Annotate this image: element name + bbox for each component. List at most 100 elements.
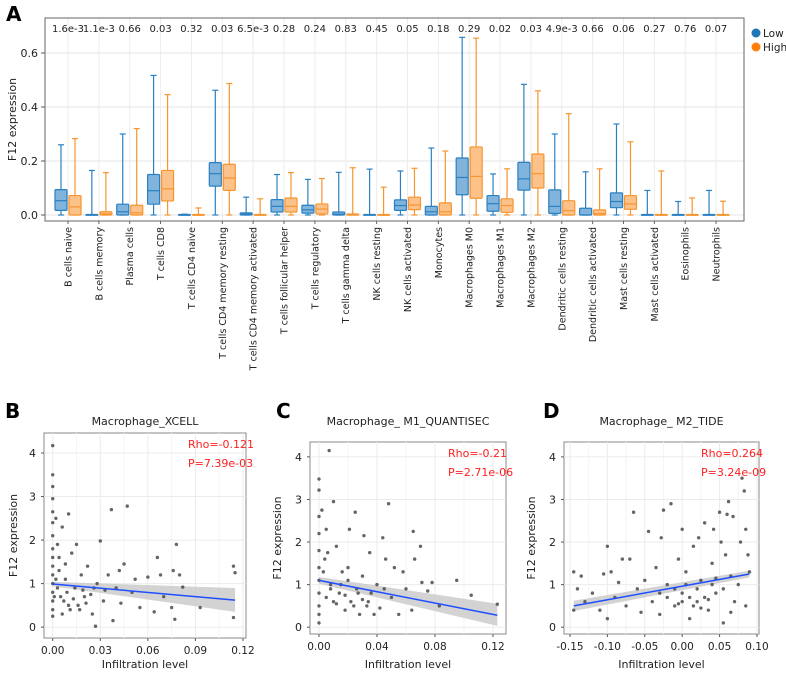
box-high [284,172,298,216]
data-point [331,599,336,604]
data-point [744,527,748,531]
data-point [702,521,707,525]
data-point [337,591,341,595]
data-point [111,618,115,623]
box-iqr [160,169,175,202]
legend-marker-high [751,42,761,52]
data-point [706,608,711,612]
data-point [162,594,166,599]
box-iqr [116,203,130,216]
x-tick-label: 0.04 [365,641,389,653]
data-point [324,595,328,600]
p-value-label: 0.03 [520,24,542,35]
data-point [54,577,58,581]
data-point [328,587,333,591]
data-point [711,527,716,531]
p-value-label: 0.24 [304,24,326,35]
confidence-band [573,570,750,612]
data-point [51,590,55,594]
data-point [169,605,174,610]
data-point [51,564,55,568]
data-point [346,578,350,583]
data-point [646,529,651,534]
category-label: T cells CD4 memory resting [218,227,229,360]
data-point [76,603,80,608]
data-point [714,576,718,580]
x-tick-label: 0.08 [423,641,446,653]
category-label: B cells memory [94,227,105,301]
data-point [325,550,330,555]
box-low [393,170,408,216]
box-low [486,173,500,216]
data-point [410,608,414,612]
box-high [623,141,638,216]
data-point [352,604,356,608]
data-point [63,562,68,566]
data-point [624,604,628,608]
data-point [706,597,711,602]
category-label: Plasma cells [125,227,136,286]
data-point [680,591,684,595]
data-point [469,593,473,597]
category-label: T cells CD4 naive [187,227,198,310]
y-tick-label: 2 [295,536,302,549]
panel-label-a: A [6,2,22,26]
p-value-label: 1.6e-3 [52,24,84,35]
data-point [321,570,326,574]
data-point [366,599,370,604]
y-axis-label: F12 expression [271,496,284,579]
data-point [699,606,703,610]
box-low [548,133,562,216]
data-point [82,594,87,599]
data-point [331,499,336,504]
legend-label-high: High [763,42,786,54]
data-point [699,578,703,583]
data-point [323,557,327,561]
data-point [317,612,321,617]
box-iqr [469,146,483,199]
data-point [365,604,369,608]
data-point [334,544,339,549]
data-point [58,594,63,599]
box-iqr [54,189,68,212]
panel-a: 0.0 0.2 0.4 0.6 F12 expression 1.6e-31.1e-3 0.… [6,17,786,371]
data-point [343,608,347,612]
box-iqr [438,202,452,216]
data-point [729,610,733,614]
data-point [430,580,434,585]
box-low [640,189,654,216]
data-point [181,585,185,589]
rho-label: Rho=0.264 [701,447,763,460]
data-point [383,557,388,561]
category-label: Monocytes [434,227,445,278]
data-point [687,595,692,600]
data-point [695,599,699,604]
box-low [424,147,438,216]
data-point [726,499,731,504]
x-tick-label: 0.12 [481,641,504,653]
data-point [696,536,701,540]
box-high [253,198,267,216]
data-point [362,533,366,538]
y-tick-label: 1 [549,579,556,592]
data-point [386,502,391,506]
panel-label-c: C [276,399,291,423]
data-point [66,512,71,516]
box-high [222,82,236,216]
data-point [54,516,58,521]
x-tick-label: 0.00 [307,641,330,653]
data-point [673,604,677,608]
data-point [233,571,237,575]
data-point [84,601,88,605]
data-point [654,565,658,570]
data-point [317,531,321,536]
x-tick-label: 0.06 [136,645,160,657]
data-point [635,587,640,591]
data-point [740,476,744,480]
data-point [643,578,647,583]
data-point [725,512,729,517]
p-value-label: 4.9e-3 [546,24,578,35]
p-value-label: 0.45 [365,24,387,35]
data-point [51,484,55,489]
box-iqr [68,194,82,216]
